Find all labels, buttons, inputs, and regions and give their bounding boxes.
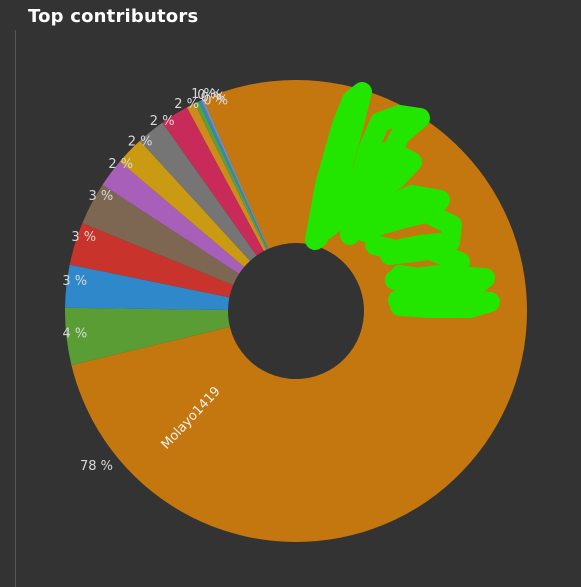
pie-slice-2[interactable] — [64, 307, 230, 366]
pie-slice-10[interactable] — [186, 103, 267, 252]
slice-percent-label: 4 % — [62, 326, 87, 341]
scribble-stroke-8 — [388, 288, 500, 318]
slice-percent-label: 2 % — [108, 157, 133, 172]
pie-slice-13[interactable] — [201, 99, 269, 249]
slice-percent-label: 78 % — [80, 459, 113, 474]
scribble-stroke-9 — [315, 165, 370, 240]
panel-divider — [15, 30, 16, 587]
scribble-stroke-3 — [355, 140, 422, 200]
pie-slice-5[interactable] — [82, 184, 240, 286]
slice-percent-label: 2 % — [174, 97, 199, 112]
panel-title: Top contributors — [28, 6, 199, 27]
slice-percent-label: 3 % — [88, 189, 113, 204]
slice-percent-label: 0 % — [197, 88, 222, 103]
slice-percent-label: 0 % — [201, 91, 226, 106]
pie-slice-8[interactable] — [139, 122, 257, 261]
slice-percent-label: 2 % — [128, 134, 153, 149]
pie-slice-7[interactable] — [119, 140, 251, 268]
pie-slice-12[interactable] — [198, 100, 269, 250]
slice-percent-label: 1 % — [191, 87, 216, 102]
slice-percent-label: 3 % — [62, 274, 87, 289]
slice-percent-label: 0 % — [203, 93, 228, 108]
pie-slice-4[interactable] — [69, 223, 234, 298]
slice-percent-label: 3 % — [71, 230, 96, 245]
green-scribble-overlay — [305, 82, 500, 318]
pie-slice-11[interactable] — [194, 101, 268, 250]
slice-percent-label: 2 % — [150, 114, 175, 129]
pie-slice-3[interactable] — [65, 264, 230, 311]
pie-slice-9[interactable] — [162, 107, 264, 256]
pie-slice-6[interactable] — [102, 161, 245, 274]
